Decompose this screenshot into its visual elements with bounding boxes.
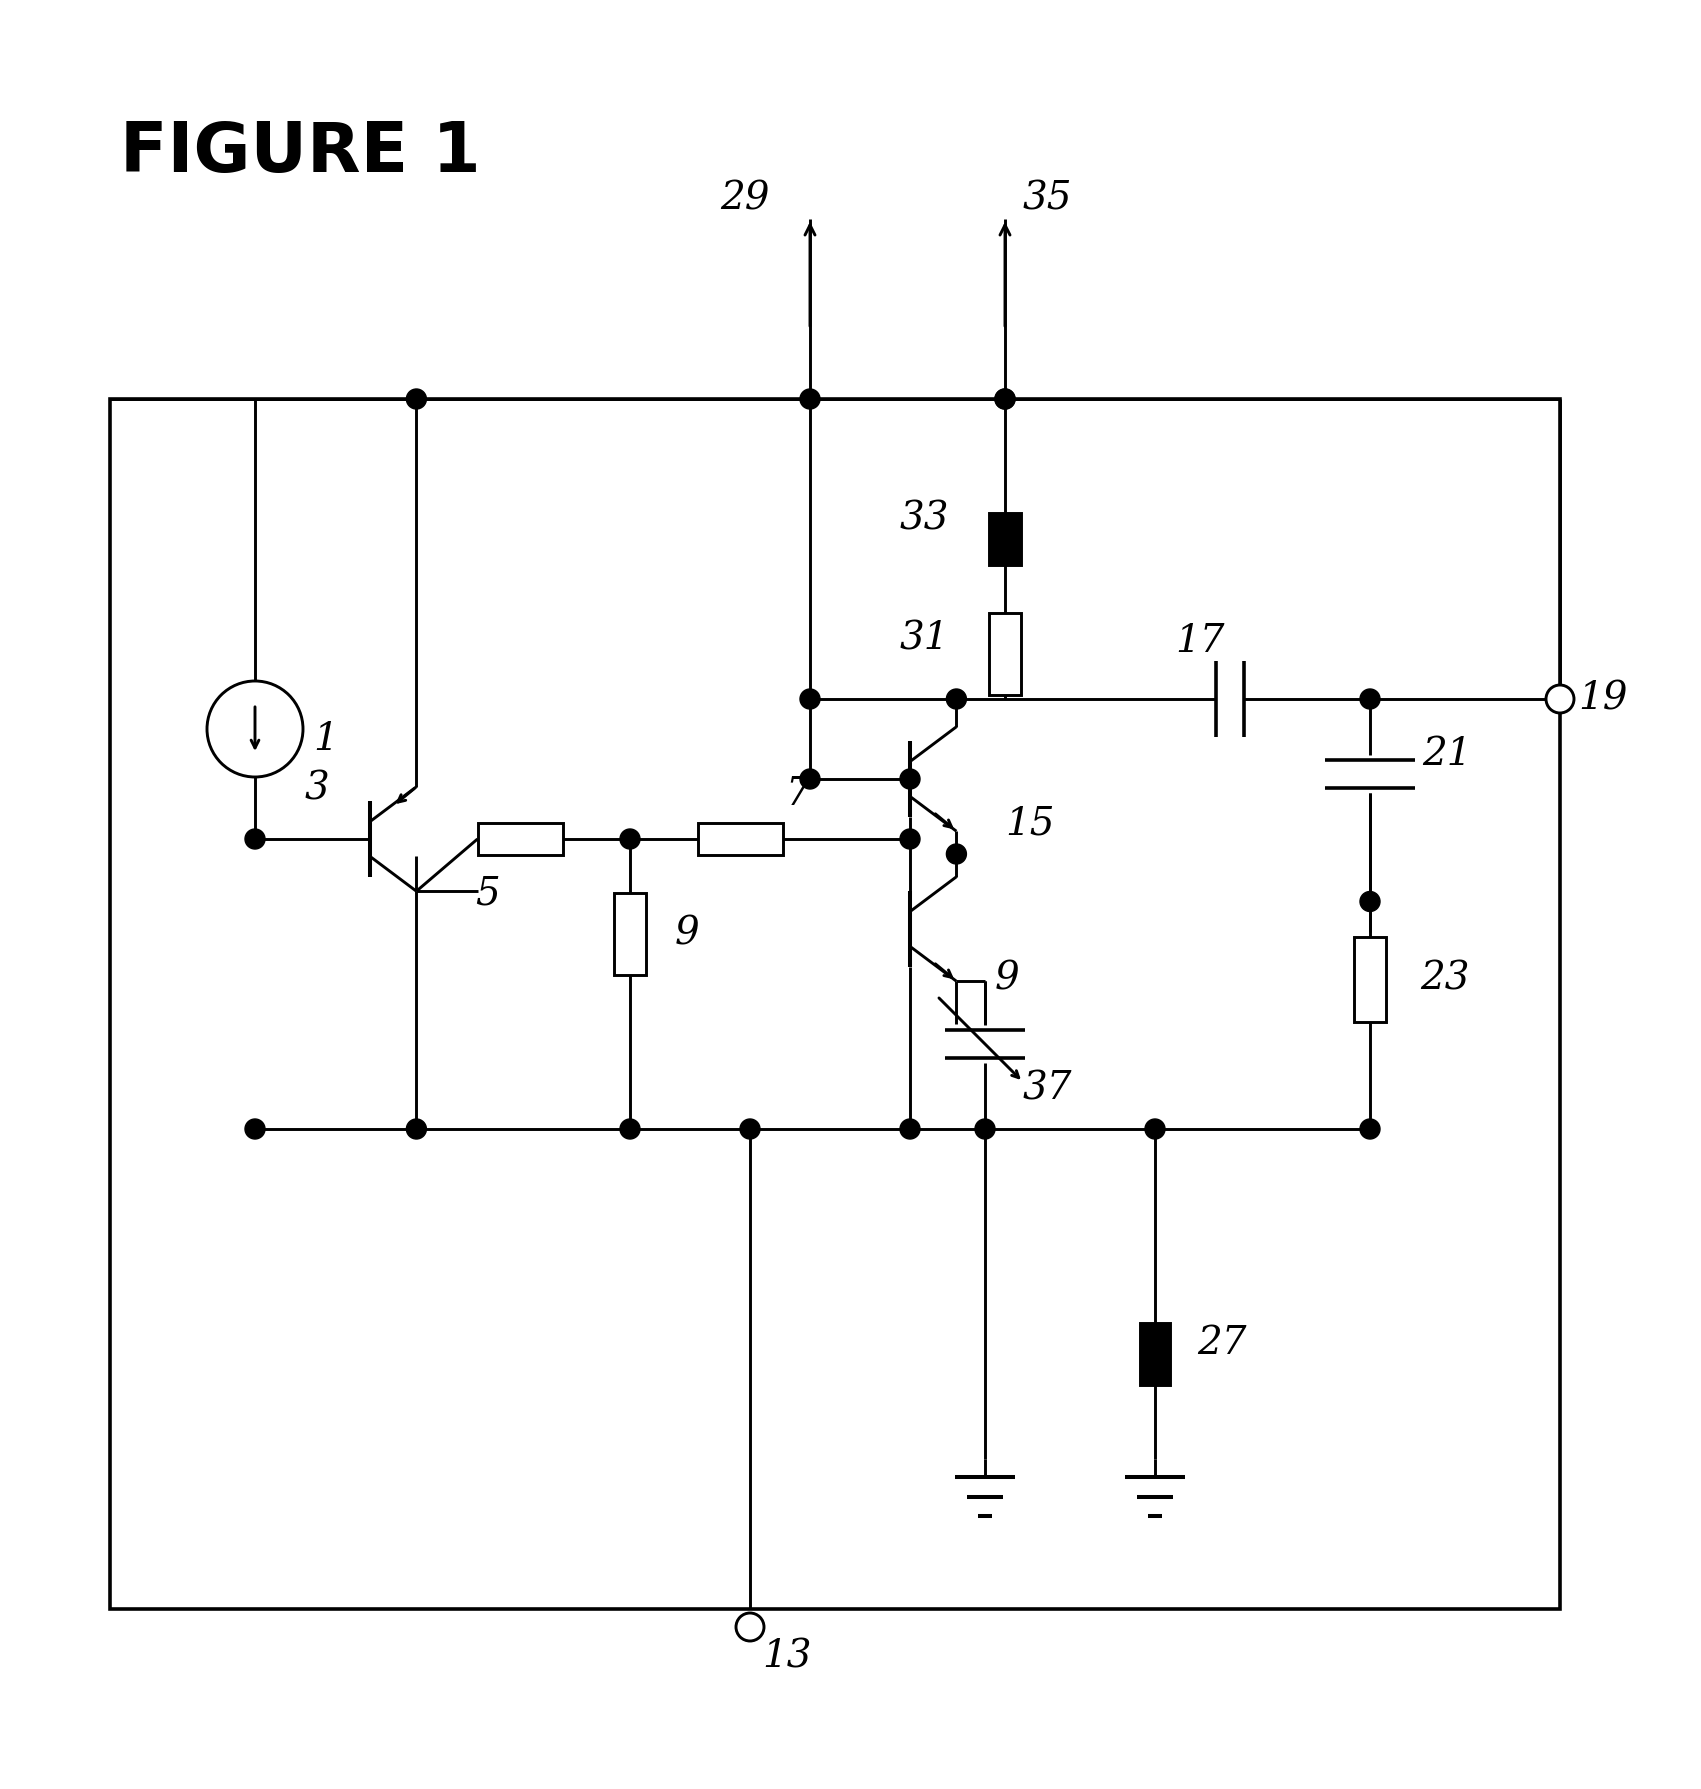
Bar [1140, 1324, 1170, 1385]
Circle shape [1550, 689, 1570, 708]
Text: FIGURE 1: FIGURE 1 [121, 120, 481, 186]
Text: 23: 23 [1420, 961, 1470, 998]
Text: 13: 13 [762, 1639, 811, 1676]
Circle shape [407, 388, 427, 410]
Circle shape [975, 1118, 995, 1140]
Circle shape [900, 1118, 920, 1140]
Bar [478, 823, 563, 855]
Circle shape [737, 1614, 764, 1641]
Text: 27: 27 [1198, 1326, 1247, 1363]
Text: 35: 35 [1022, 181, 1073, 218]
Circle shape [1550, 689, 1568, 708]
Circle shape [1361, 1118, 1380, 1140]
Circle shape [619, 1118, 640, 1140]
Text: 19: 19 [1579, 680, 1628, 717]
Circle shape [946, 689, 966, 708]
Bar [614, 893, 646, 975]
Text: 31: 31 [900, 621, 949, 658]
Text: 33: 33 [900, 501, 949, 537]
Circle shape [799, 689, 820, 708]
Text: 37: 37 [1022, 1070, 1073, 1107]
Text: 1: 1 [313, 721, 338, 757]
Circle shape [619, 828, 640, 850]
Circle shape [995, 388, 1015, 410]
Bar [697, 823, 782, 855]
Text: 29: 29 [720, 181, 769, 218]
Circle shape [245, 1118, 265, 1140]
Circle shape [799, 388, 820, 410]
Text: 21: 21 [1422, 735, 1471, 773]
Circle shape [1361, 891, 1380, 912]
Text: 9: 9 [995, 961, 1021, 998]
Circle shape [900, 828, 920, 850]
Circle shape [946, 844, 966, 864]
Circle shape [995, 388, 1015, 410]
Circle shape [799, 769, 820, 789]
Circle shape [407, 1118, 427, 1140]
Circle shape [740, 1118, 760, 1140]
Text: 9: 9 [675, 916, 699, 952]
Circle shape [900, 769, 920, 789]
Text: 17: 17 [1175, 623, 1225, 660]
Text: 3: 3 [304, 771, 330, 807]
Text: 7: 7 [784, 775, 810, 812]
Bar [1354, 936, 1386, 1022]
Circle shape [1361, 689, 1380, 708]
Circle shape [245, 828, 265, 850]
Text: 15: 15 [1005, 805, 1055, 843]
Circle shape [1546, 685, 1573, 714]
Bar [111, 399, 1560, 1608]
Circle shape [1145, 1118, 1165, 1140]
Bar [988, 513, 1021, 565]
Text: 5: 5 [475, 875, 500, 912]
Bar [988, 614, 1021, 694]
